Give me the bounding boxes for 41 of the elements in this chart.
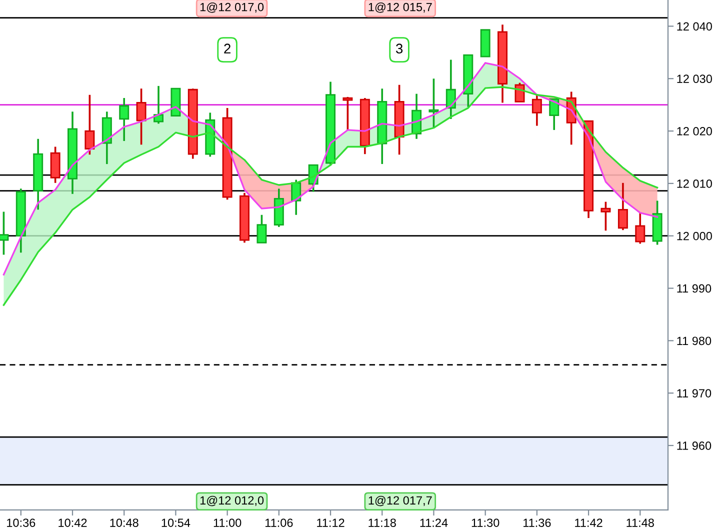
x-tick-label: 11:06 [265, 518, 293, 527]
candlestick [84, 94, 95, 156]
candlestick [119, 97, 130, 142]
x-tick-label: 11:00 [214, 518, 242, 527]
candlestick [428, 78, 439, 129]
candlestick [0, 210, 9, 256]
candlestick [256, 214, 267, 244]
y-tick-label: 12 010 [677, 179, 712, 188]
candlestick [136, 88, 146, 146]
y-tick-label: 11 980 [677, 336, 712, 346]
candlestick [635, 212, 646, 245]
candlestick [342, 96, 353, 131]
x-tick-label: 11:12 [317, 518, 344, 527]
annotation: 1@12 017,0 [200, 2, 264, 13]
y-tick-label: 12 000 [677, 232, 712, 240]
y-tick-label: 11 990 [677, 284, 712, 293]
x-tick-label: 11:48 [626, 518, 654, 527]
y-tick-label: 12 020 [677, 127, 712, 136]
x-tick-label: 11:42 [575, 518, 602, 527]
x-tick-label: 11:18 [368, 518, 396, 527]
annotation: 1@12 012,0 [200, 496, 264, 506]
candlestick [618, 182, 628, 231]
y-tick-label: 11 960 [677, 442, 712, 450]
x-tick-label: 11:36 [523, 518, 551, 527]
x-tick-label: 10:48 [110, 518, 138, 527]
annotation: 2 [224, 44, 230, 54]
y-tick-label: 12 040 [677, 22, 712, 31]
x-tick-label: 10:42 [58, 518, 87, 527]
candlestick [532, 94, 542, 127]
annotation: 3 [396, 44, 403, 54]
x-tick-label: 11:30 [472, 518, 500, 527]
annotation: 1@12 015,7 [368, 2, 432, 13]
y-tick-label: 12 030 [677, 74, 712, 84]
candlestick [600, 200, 611, 232]
x-tick-label: 11:24 [420, 518, 448, 527]
candlestick [549, 98, 560, 131]
annotation: 1@12 017,7 [368, 496, 432, 506]
x-tick-label: 10:54 [162, 518, 190, 527]
candlestick [154, 85, 164, 125]
x-tick-label: 10:36 [7, 518, 36, 527]
y-tick-label: 11 970 [677, 389, 712, 398]
